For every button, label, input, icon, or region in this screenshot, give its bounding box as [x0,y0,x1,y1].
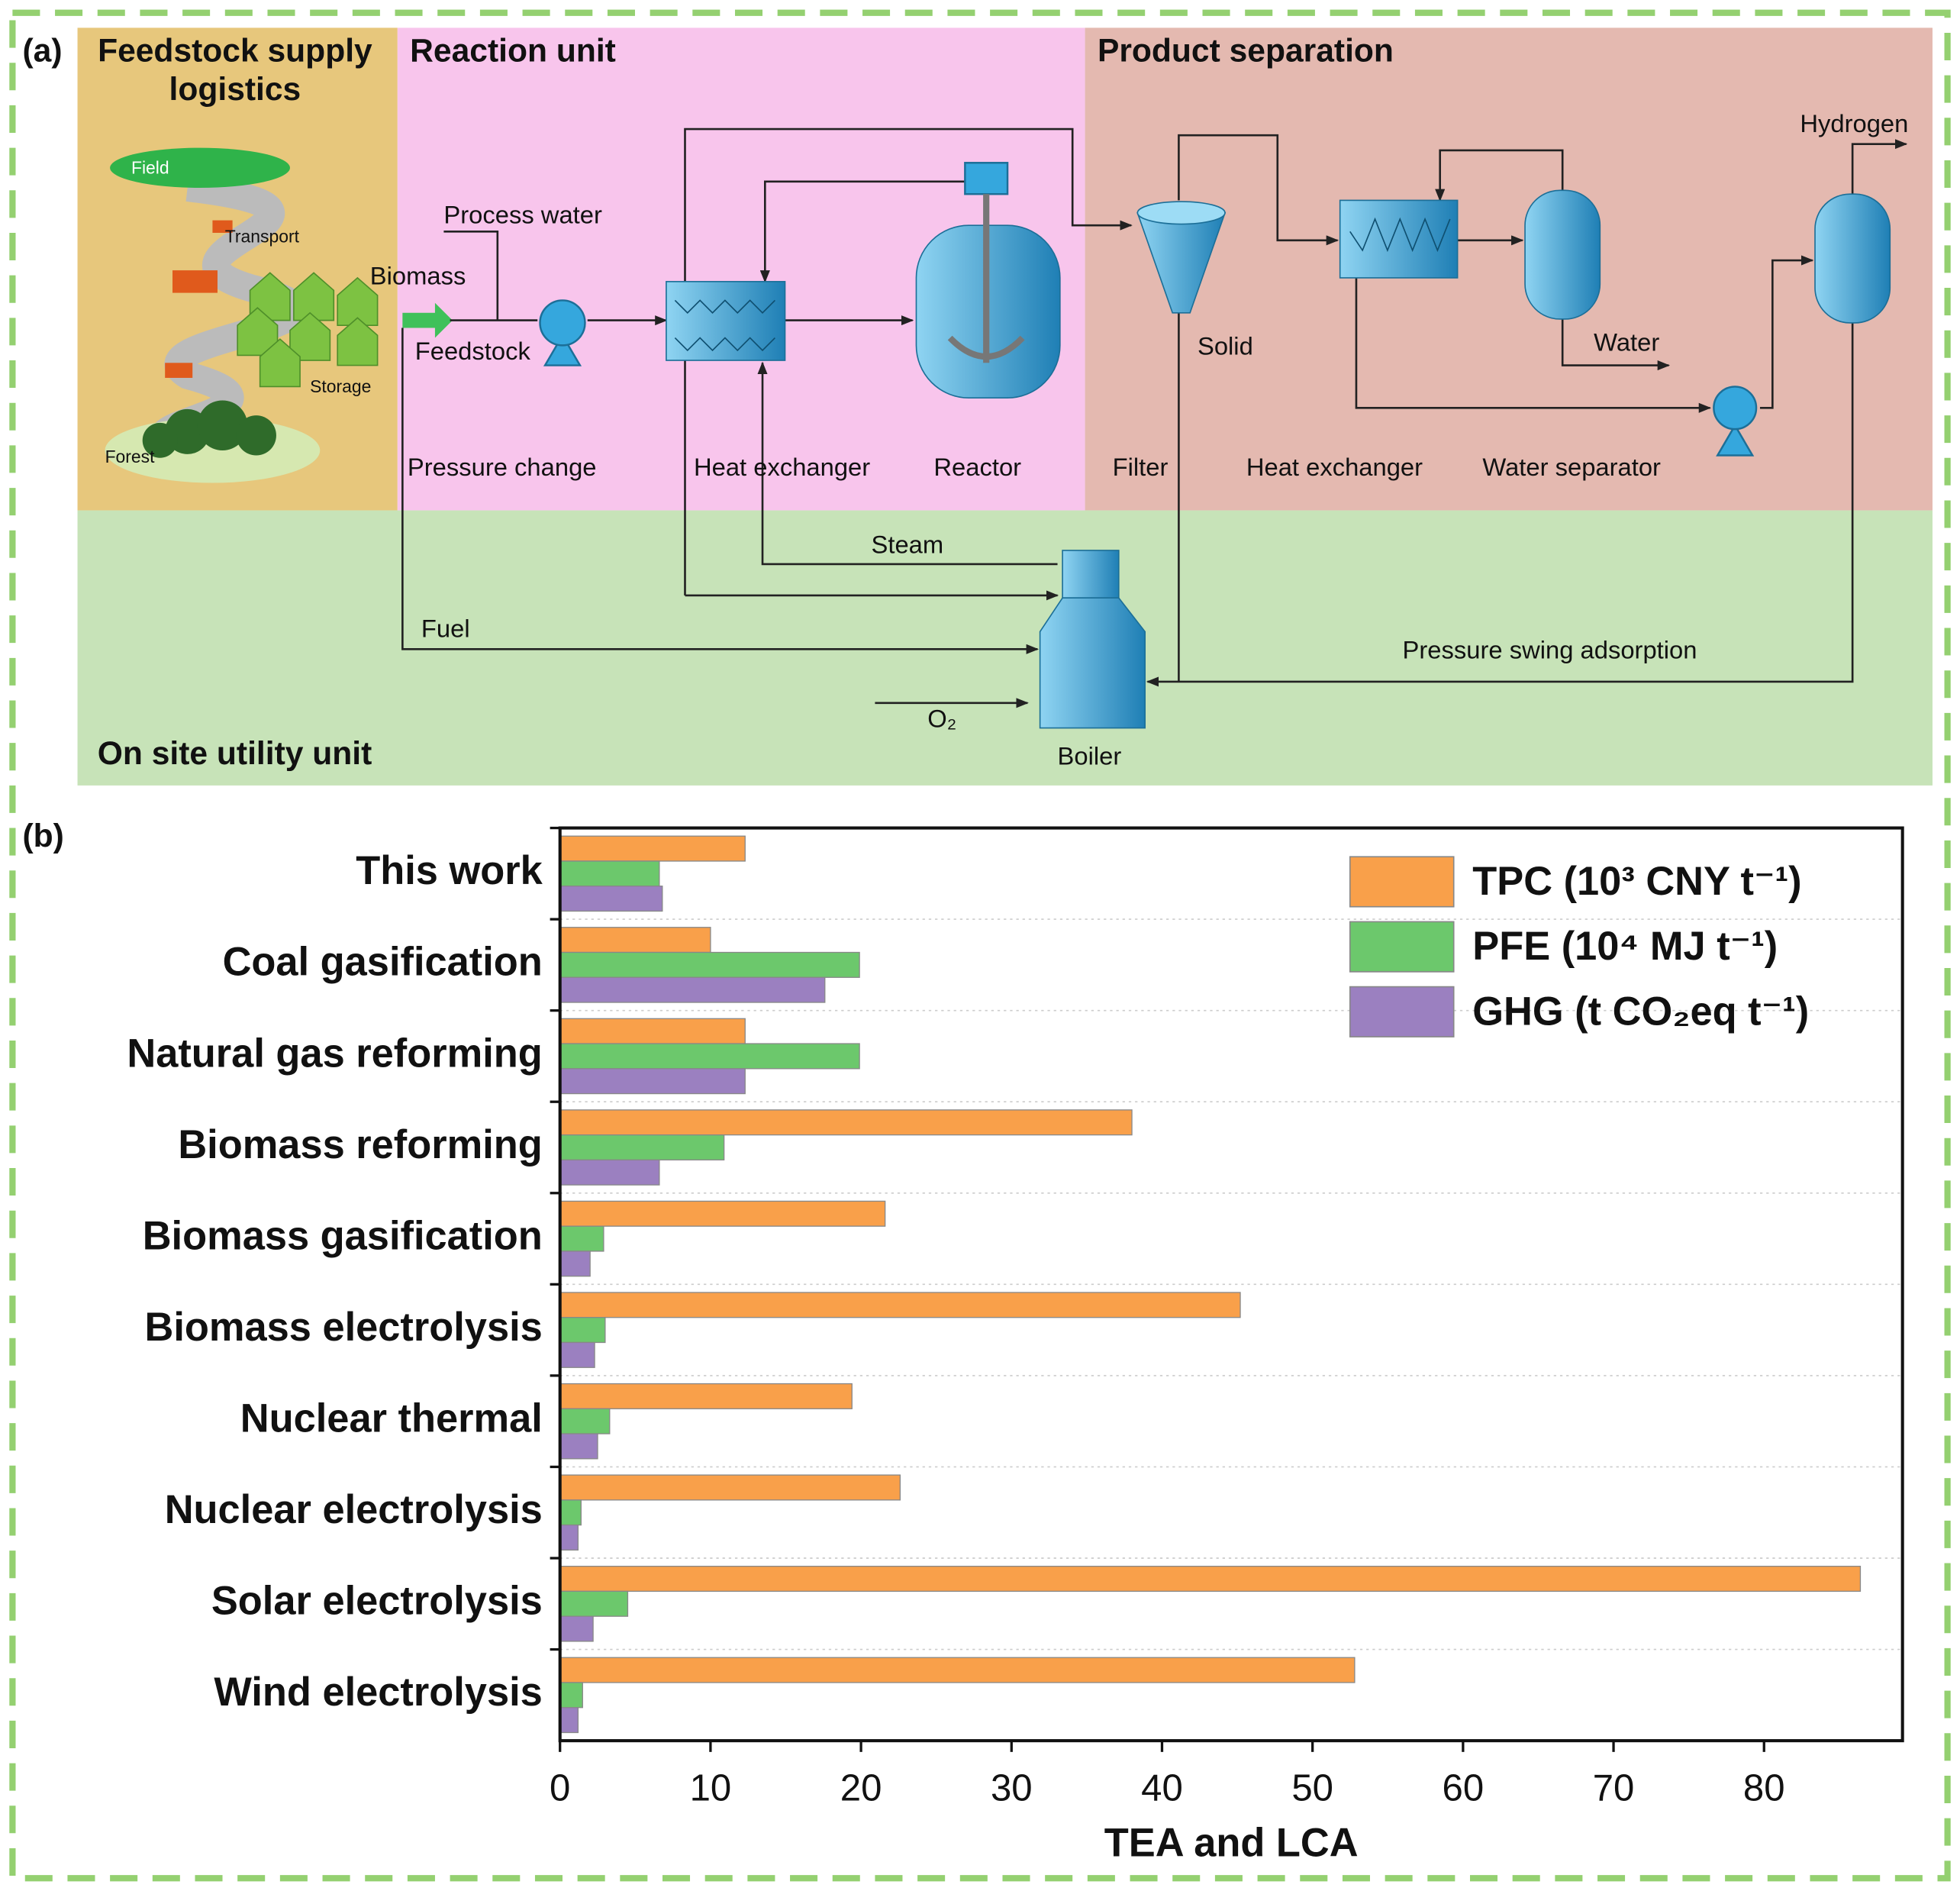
legend-label: TPC (10³ CNY t⁻¹) [1472,860,1801,904]
bar [559,976,826,1003]
x-tick-label: 30 [991,1768,1033,1809]
x-tick-label: 80 [1743,1768,1785,1809]
y-tick-label: Coal gasification [223,941,543,985]
process-label: Steam [872,531,944,559]
bar [559,1474,901,1501]
y-tick-label: Nuclear thermal [240,1397,543,1441]
x-tick-label: 60 [1443,1768,1485,1809]
bar [559,1590,629,1617]
y-tick-label: This work [356,849,543,893]
process-label: Heat exchanger [694,453,870,481]
bar [559,860,660,887]
legend-label: GHG (t CO₂eq t⁻¹) [1472,989,1809,1034]
process-label: Biomass [370,262,466,290]
legend-swatch [1349,921,1455,973]
separation-zone [1085,27,1933,511]
process-label: Fuel [421,614,470,642]
feedstock-illustration [105,147,453,483]
frame [9,9,1951,1882]
y-tick-label: Nuclear electrolysis [165,1488,543,1532]
bar [559,1524,579,1551]
process-label: Process water [443,200,602,228]
x-tick-label: 70 [1593,1768,1635,1809]
bar [559,1682,583,1709]
bar [559,1134,725,1161]
process-label: Storage [310,376,371,396]
bar [559,927,711,954]
process-label: Reactor [933,453,1021,481]
bar [559,1615,594,1642]
utility-zone [77,510,1933,786]
bar [559,1341,595,1368]
x-tick-label: 20 [840,1768,882,1809]
process-label: Pressure swing adsorption [1403,635,1697,663]
bar [559,1200,886,1227]
process-label: Solid [1198,331,1253,360]
section-heading: Feedstock supply [98,32,372,69]
process-label: O₂ [927,704,956,732]
y-tick-label: Wind electrolysis [214,1670,542,1715]
section-heading: Product separation [1098,32,1394,69]
x-axis-title: TEA and LCA [1104,1822,1359,1866]
bar [559,1499,582,1526]
y-tick-label: Biomass reforming [178,1123,542,1167]
panel-label: (b) [22,818,63,854]
bar [559,1433,598,1460]
y-tick-label: Solar electrolysis [211,1580,543,1624]
y-tick-label: Biomass electrolysis [145,1305,543,1350]
bar [559,1292,1241,1318]
x-tick-label: 10 [690,1768,732,1809]
bar [559,1043,860,1070]
bar [559,1068,746,1095]
bar [559,1408,611,1434]
legend-swatch [1349,856,1455,908]
bar [559,835,746,862]
section-heading: On site utility unit [98,735,372,772]
process-label: Boiler [1058,741,1122,770]
process-label: Forest [105,447,156,466]
process-label: Water separator [1482,453,1661,481]
process-label: Water [1594,328,1659,356]
process-label: Pressure change [408,453,597,481]
section-heading: Reaction unit [410,32,616,69]
process-label: Filter [1113,453,1169,481]
y-tick-label: Natural gas reforming [127,1031,542,1076]
process-label: Transport [225,227,300,247]
bar [559,1383,853,1409]
bar [559,1657,1356,1683]
section-heading: logistics [169,71,301,108]
panel-label: (a) [22,32,62,69]
process-label: Field [131,158,169,178]
process-label: Heat exchanger [1246,453,1423,481]
bar [559,1109,1133,1136]
x-tick-label: 50 [1291,1768,1333,1809]
process-label: Feedstock [415,337,531,365]
plot-frame [558,826,1904,1743]
x-tick-label: 0 [550,1768,570,1809]
bar [559,1565,1862,1593]
bar [559,951,860,978]
legend-swatch [1349,986,1455,1037]
bar [559,1159,660,1186]
process-flows [401,127,1908,708]
bar [559,886,663,912]
bar [559,1018,746,1044]
equipment [539,162,1891,729]
bar [559,1250,591,1277]
legend-label: PFE (10⁴ MJ t⁻¹) [1472,925,1778,969]
bar [559,1225,604,1252]
y-tick-label: Biomass gasification [143,1214,543,1258]
process-label: Hydrogen [1800,109,1908,137]
x-tick-label: 40 [1141,1768,1183,1809]
bar [559,1707,579,1734]
bar-chart: 0 10 20 30 40 50 60 70 80 This work Coal gasificat… [127,826,1904,1866]
bar [559,1317,606,1344]
